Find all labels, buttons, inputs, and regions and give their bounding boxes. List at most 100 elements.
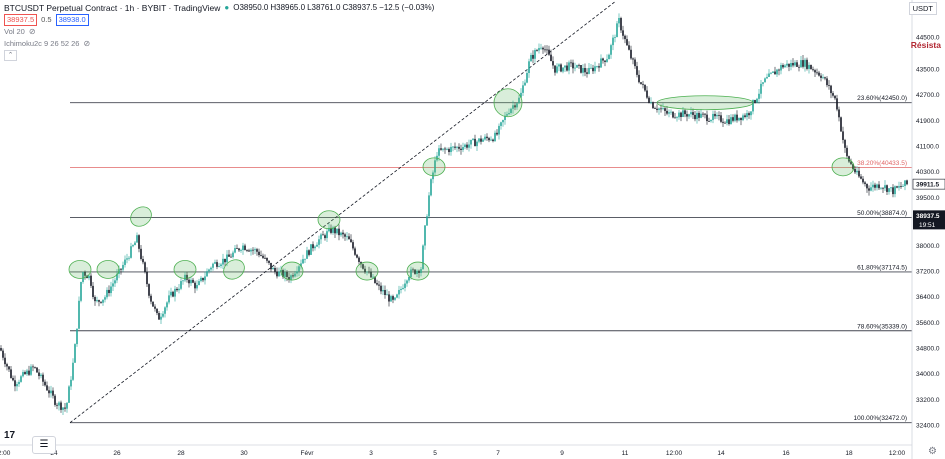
candle-body [870, 187, 872, 191]
candle-body [586, 72, 588, 74]
price-tick-label: 34000.0 [916, 371, 940, 378]
candle-body [886, 185, 888, 192]
highlight-ellipse [173, 260, 197, 279]
candle-body [386, 294, 388, 296]
candle-body [688, 114, 690, 117]
candle-body [762, 82, 764, 84]
candle-body [578, 64, 580, 66]
candle-body [26, 370, 28, 375]
candle-body [282, 270, 284, 277]
candle-body [612, 37, 614, 46]
highlight-ellipse [130, 206, 152, 227]
resistance-annotation: Résista [910, 40, 941, 50]
candle-body [770, 72, 772, 74]
menu-icon[interactable]: ☰ [32, 436, 56, 454]
candle-body [800, 60, 802, 68]
currency-selector[interactable]: USDT [908, 2, 937, 15]
candle-body [756, 98, 758, 103]
candle-body [120, 268, 122, 270]
time-tick-label: 12:00 [889, 450, 906, 457]
candle-body [132, 245, 134, 247]
candle-body [468, 144, 470, 148]
chart-legend: BTCUSDT Perpetual Contract · 1h · BYBIT … [4, 2, 436, 61]
candle-body [576, 64, 578, 68]
candle-body [554, 65, 556, 73]
candle-body [804, 59, 806, 67]
candle-body [2, 350, 4, 358]
candle-body [192, 279, 194, 283]
candle-body [142, 259, 144, 263]
indicator-volume[interactable]: Vol 20 [4, 27, 25, 36]
candle-body [176, 288, 178, 291]
candle-body [708, 121, 710, 122]
candle-body [302, 259, 304, 264]
candle-body [202, 277, 204, 281]
candle-body [214, 262, 216, 264]
candle-body [418, 270, 420, 274]
gear-icon[interactable]: ⚙ [928, 446, 937, 457]
candle-body [710, 119, 712, 122]
collapse-legend-button[interactable]: ⌃ [4, 50, 17, 61]
candle-body [420, 269, 422, 274]
bid-price[interactable]: 38937.5 [4, 14, 38, 26]
candle-body [856, 170, 858, 173]
candle-body [456, 146, 458, 148]
candle-body [746, 113, 748, 118]
candle-body [808, 64, 810, 69]
candle-body [68, 386, 70, 403]
candle-body [490, 139, 492, 141]
candle-body [584, 68, 586, 73]
candle-body [380, 285, 382, 292]
candle-body [780, 65, 782, 71]
candle-body [822, 77, 824, 79]
candle-body [342, 232, 344, 235]
candle-body [48, 390, 50, 394]
candle-body [904, 180, 906, 186]
candle-body [70, 379, 72, 387]
candle-body [332, 227, 334, 233]
candle-body [572, 62, 574, 69]
candle-body [636, 66, 638, 75]
symbol-title[interactable]: BTCUSDT Perpetual Contract · 1h · BYBIT … [4, 3, 221, 13]
fib-label: 38.20%(40433.5) [857, 160, 907, 167]
eye-hidden-icon[interactable]: ⊘ [28, 27, 36, 36]
price-tick-label: 41100.0 [916, 144, 939, 151]
candle-body [42, 374, 44, 382]
candle-body [816, 72, 818, 74]
candle-body [902, 185, 904, 187]
candle-body [638, 74, 640, 83]
candle-body [306, 250, 308, 259]
candle-body [300, 263, 302, 267]
candle-body [462, 147, 464, 150]
candle-body [656, 108, 658, 110]
candle-body [166, 302, 168, 308]
candle-body [312, 244, 314, 249]
time-tick-label: 18 [845, 450, 853, 457]
candle-body [508, 113, 510, 115]
candle-body [744, 115, 746, 118]
candle-body [682, 110, 684, 118]
candle-body [396, 294, 398, 298]
candle-body [596, 66, 598, 67]
candle-body [16, 384, 18, 387]
candle-body [66, 402, 68, 409]
candle-body [170, 291, 172, 296]
candle-body [382, 290, 384, 292]
candle-body [318, 239, 320, 245]
candle-body [626, 39, 628, 46]
candle-body [286, 272, 288, 278]
candle-body [750, 111, 752, 116]
candle-body [868, 188, 870, 191]
eye-hidden-icon[interactable]: ⊘ [83, 39, 91, 48]
candle-body [18, 381, 20, 385]
candle-body [164, 307, 166, 314]
time-tick-label: 14 [717, 450, 725, 457]
candle-body [452, 146, 454, 148]
ask-price[interactable]: 38938.0 [55, 14, 89, 26]
candle-body [838, 109, 840, 118]
candle-body [836, 98, 838, 110]
indicator-ichimoku[interactable]: Ichimoku2c 9 26 52 26 [4, 39, 80, 48]
time-tick-label: 9 [560, 450, 564, 457]
candle-body [502, 119, 504, 123]
